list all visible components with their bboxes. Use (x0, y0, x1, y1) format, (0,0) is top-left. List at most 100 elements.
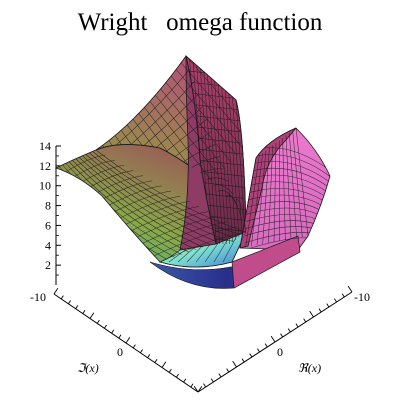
mesh-line (248, 188, 323, 201)
mesh-line (213, 236, 230, 263)
mesh-line (249, 181, 325, 196)
mesh-line (120, 200, 190, 227)
mesh-line (69, 161, 189, 253)
mesh-line (273, 142, 277, 243)
x-axis-tick (280, 333, 284, 338)
mesh-line (133, 211, 209, 239)
y-axis-tick (190, 383, 194, 388)
surface-right-base (231, 235, 301, 289)
x-axis-tick (249, 353, 253, 358)
z-tick-label: 2 (45, 258, 51, 272)
mesh-line (168, 247, 189, 263)
mesh-line (246, 207, 318, 215)
mesh-line (85, 154, 225, 240)
x-axis-tick (287, 328, 291, 333)
mesh-line (235, 199, 246, 232)
y-axis-tick (68, 300, 71, 305)
mesh-line (251, 152, 263, 247)
mesh-line (244, 232, 312, 244)
mesh-line (146, 221, 228, 251)
x-axis-label: ℜ(x) (298, 361, 321, 375)
y-axis-tick (183, 378, 187, 383)
y-axis-tick (140, 349, 143, 354)
y-axis-tick (176, 373, 179, 378)
z-axis: 2 4 6 8 10 12 14 (39, 139, 61, 285)
mesh-line (92, 151, 239, 235)
y-axis-tick (168, 368, 172, 373)
mesh-line (65, 163, 182, 255)
y-axis-tick (82, 310, 86, 314)
x-axis-tick (341, 293, 345, 298)
mesh-line (127, 206, 200, 233)
x-axis-tick (347, 285, 353, 293)
mesh-line (95, 149, 246, 233)
y-axis-tick (154, 359, 158, 363)
mesh-line (217, 84, 230, 244)
x-axis-tick (226, 368, 230, 373)
mesh-line (207, 74, 220, 244)
z-tick-label: 8 (45, 199, 51, 213)
x-axis-tick (334, 298, 337, 303)
x-axis-tick (218, 373, 222, 378)
mesh-line (225, 90, 237, 244)
mesh-group (240, 128, 330, 250)
mesh-line (282, 137, 286, 241)
y-tick-label-zero: 0 (117, 345, 123, 359)
mesh-line (225, 195, 242, 220)
mesh-line (245, 155, 260, 248)
x-axis-tick (203, 383, 207, 388)
mesh-line (186, 243, 205, 263)
mesh-line (292, 130, 303, 238)
mesh-line (82, 155, 218, 243)
mesh-line (222, 234, 238, 263)
mesh-line (295, 128, 309, 237)
mesh-line (247, 194, 322, 206)
mesh-line (245, 220, 315, 229)
x-axis-tick (264, 343, 268, 348)
y-axis-tick (132, 344, 136, 349)
x-axis-tick (241, 358, 245, 363)
y-axis-tick (161, 361, 167, 368)
y-axis-tick (125, 336, 131, 344)
mesh-line (228, 93, 240, 244)
mesh-line (168, 73, 238, 156)
mesh-line (245, 226, 314, 236)
z-tick-label: 6 (45, 218, 51, 232)
mesh-line (79, 157, 211, 245)
y-axis-tick (75, 305, 79, 309)
z-tick-label: 12 (39, 159, 51, 173)
mesh-line (114, 195, 181, 222)
mesh-line (62, 154, 106, 175)
mesh-line (75, 158, 204, 248)
x-axis-tick (326, 303, 330, 308)
mesh-line (153, 226, 237, 257)
x-axis-tick (232, 360, 237, 368)
mesh-line (235, 99, 246, 244)
x-axis-tick (270, 335, 276, 343)
mesh-line (251, 154, 330, 177)
z-tick-label: 4 (45, 238, 51, 252)
mesh-line (146, 96, 213, 182)
mesh-line (268, 145, 273, 244)
mesh-line (157, 85, 225, 169)
y-axis-tick (147, 354, 151, 358)
y-axis-tick (89, 312, 95, 319)
x-axis-tick (309, 310, 314, 318)
x-tick-label-start: -10 (354, 290, 370, 304)
z-tick-label: 14 (39, 139, 51, 153)
x-tick-label-zero: 0 (277, 345, 283, 359)
mesh-line (89, 152, 232, 238)
mesh-line (249, 174, 326, 192)
floor-axes (53, 285, 353, 393)
y-tick-label-start: -10 (30, 290, 46, 304)
x-axis-tick (210, 378, 214, 383)
mesh-line (247, 201, 320, 210)
x-axis-tick (295, 323, 299, 328)
y-axis-tick (104, 324, 107, 329)
mesh-line (285, 135, 292, 240)
mesh-line (256, 150, 267, 246)
mesh-line (246, 214, 317, 222)
x-axis-tick (257, 348, 260, 353)
